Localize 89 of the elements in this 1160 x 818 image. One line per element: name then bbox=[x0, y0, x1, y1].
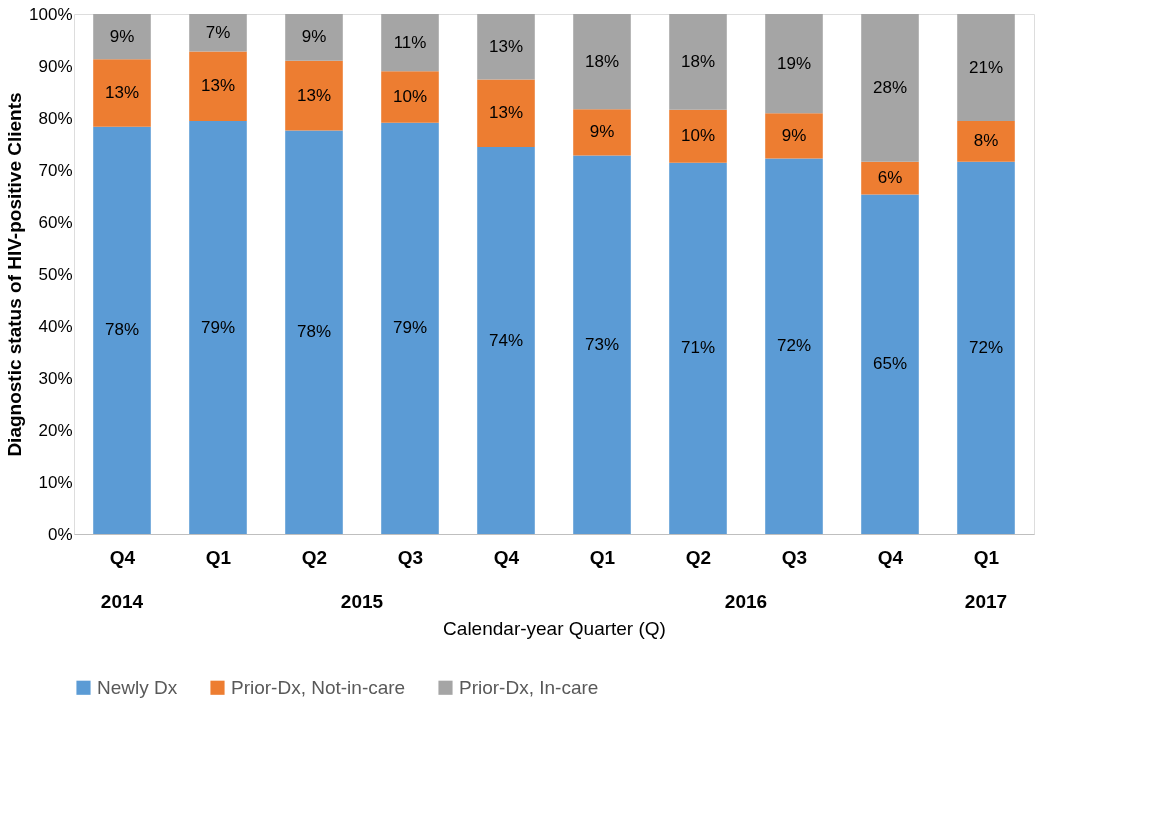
bar bbox=[285, 14, 343, 61]
y-tick-label: 30% bbox=[38, 368, 73, 388]
bar bbox=[93, 14, 151, 60]
data-label: 79% bbox=[392, 318, 428, 338]
y-tick-label: 20% bbox=[38, 420, 73, 440]
bar bbox=[957, 14, 1015, 122]
x-tick-label: Q4 bbox=[109, 546, 136, 568]
bar bbox=[93, 59, 151, 127]
bar bbox=[765, 113, 823, 159]
y-tick-label: 100% bbox=[29, 4, 73, 24]
x-tick-label: Q4 bbox=[493, 546, 520, 568]
legend-label: Prior-Dx, In-care bbox=[459, 676, 599, 698]
bar bbox=[189, 121, 247, 534]
bar bbox=[381, 14, 439, 72]
bar bbox=[669, 109, 727, 163]
x-tick-label: Q2 bbox=[685, 546, 712, 568]
data-label: 72% bbox=[776, 336, 812, 356]
data-label: 79% bbox=[200, 317, 236, 337]
legend-label: Newly Dx bbox=[97, 676, 178, 698]
y-tick-label: 0% bbox=[47, 524, 73, 544]
x-tick-label: Q1 bbox=[205, 546, 232, 568]
bar bbox=[861, 194, 919, 534]
data-label: 13% bbox=[200, 76, 236, 96]
text: 2016 bbox=[724, 591, 768, 612]
data-label: 10% bbox=[392, 86, 428, 106]
data-label: 78% bbox=[104, 320, 140, 340]
data-label: 9% bbox=[781, 125, 807, 145]
text: 2014 bbox=[100, 591, 144, 612]
bar bbox=[669, 14, 727, 110]
data-label: 9% bbox=[109, 26, 135, 46]
bar bbox=[285, 60, 343, 131]
bar bbox=[93, 126, 151, 534]
data-label: 65% bbox=[872, 354, 908, 374]
text: 2015 bbox=[340, 591, 384, 612]
bar bbox=[477, 14, 535, 80]
bar bbox=[477, 79, 535, 148]
data-label: 6% bbox=[877, 168, 903, 188]
x-tick-label: Q2 bbox=[301, 546, 328, 568]
bar bbox=[189, 51, 247, 122]
x-tick-label: Q1 bbox=[973, 546, 1000, 568]
bar bbox=[669, 162, 727, 534]
data-label: 8% bbox=[973, 131, 999, 151]
bar bbox=[285, 130, 343, 534]
bar bbox=[381, 122, 439, 534]
data-label: 9% bbox=[301, 27, 327, 47]
bar bbox=[957, 121, 1015, 162]
x-tick-label: Q3 bbox=[781, 546, 808, 568]
x-tick-label: Q3 bbox=[397, 546, 424, 568]
data-label: 7% bbox=[205, 22, 231, 42]
data-label: 18% bbox=[680, 51, 716, 71]
bar bbox=[189, 14, 247, 52]
bar bbox=[573, 155, 631, 534]
data-label: 9% bbox=[589, 122, 615, 142]
x-axis-title: Calendar-year Quarter (Q) bbox=[443, 617, 666, 639]
y-tick-label: 10% bbox=[38, 472, 73, 492]
bar bbox=[765, 158, 823, 534]
bar bbox=[381, 71, 439, 123]
data-label: 19% bbox=[776, 53, 812, 73]
data-label: 13% bbox=[488, 36, 524, 56]
bar bbox=[573, 109, 631, 156]
x-tick-label: Q1 bbox=[589, 546, 616, 568]
data-label: 73% bbox=[584, 334, 620, 354]
text: 2017 bbox=[964, 591, 1008, 612]
bar bbox=[477, 147, 535, 534]
data-label: 10% bbox=[680, 126, 716, 146]
y-tick-label: 50% bbox=[38, 264, 73, 284]
y-tick-label: 90% bbox=[38, 56, 73, 76]
bar bbox=[765, 14, 823, 114]
y-axis-title: Diagnostic status of HIV-positive Clients bbox=[4, 92, 26, 457]
data-label: 11% bbox=[393, 32, 427, 52]
data-label: 71% bbox=[680, 338, 716, 358]
data-label: 13% bbox=[488, 103, 524, 123]
y-tick-label: 60% bbox=[38, 212, 73, 232]
data-label: 18% bbox=[584, 51, 620, 71]
data-label: 13% bbox=[296, 85, 332, 105]
x-tick-label: Q4 bbox=[877, 546, 904, 568]
y-tick-label: 70% bbox=[38, 160, 73, 180]
data-label: 78% bbox=[296, 322, 332, 342]
data-label: 74% bbox=[488, 330, 524, 350]
bar bbox=[573, 14, 631, 110]
bar bbox=[957, 161, 1015, 534]
y-tick-label: 40% bbox=[38, 316, 73, 336]
data-label: 28% bbox=[872, 77, 908, 97]
data-label: 13% bbox=[104, 83, 140, 103]
y-tick-label: 80% bbox=[38, 108, 73, 128]
legend-label: Prior-Dx, Not-in-care bbox=[231, 676, 406, 698]
data-label: 72% bbox=[968, 337, 1004, 357]
data-label: 21% bbox=[968, 57, 1004, 77]
bar bbox=[861, 14, 919, 162]
